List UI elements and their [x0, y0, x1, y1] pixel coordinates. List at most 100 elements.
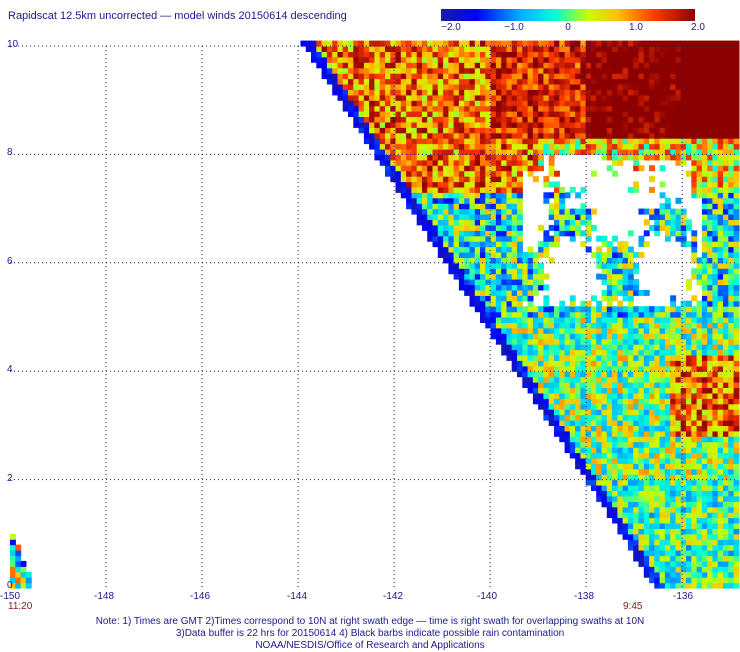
wind-difference-cell [543, 382, 550, 388]
wind-difference-cell [543, 62, 550, 69]
wind-difference-cell [469, 241, 476, 248]
wind-difference-cell [575, 376, 581, 383]
wind-difference-cell [580, 387, 587, 394]
wind-difference-cell [707, 577, 714, 584]
wind-difference-cell [422, 46, 428, 52]
wind-difference-cell [511, 203, 518, 210]
wind-difference-cell [406, 138, 412, 145]
wind-difference-cell [395, 94, 402, 101]
wind-difference-cell [707, 181, 714, 188]
wind-difference-cell [538, 159, 544, 166]
wind-difference-cell [664, 479, 671, 486]
wind-difference-cell [612, 105, 618, 112]
wind-difference-cell [601, 268, 608, 275]
wind-difference-cell [627, 257, 634, 264]
wind-difference-cell [554, 100, 560, 107]
wind-difference-cell [580, 105, 587, 112]
wind-difference-cell [379, 89, 386, 96]
wind-difference-cell [569, 425, 576, 432]
wind-difference-cell [511, 159, 518, 166]
wind-difference-cell [406, 40, 412, 47]
wind-difference-cell [733, 289, 740, 296]
wind-difference-cell [659, 430, 666, 437]
wind-difference-cell [612, 425, 618, 432]
wind-difference-cell [443, 89, 449, 96]
wind-difference-cell [701, 327, 708, 334]
wind-difference-cell [532, 333, 539, 340]
wind-difference-cell [591, 382, 597, 388]
wind-difference-cell [638, 398, 645, 405]
wind-difference-cell [638, 56, 645, 63]
wind-difference-cell [474, 241, 481, 248]
wind-difference-cell [680, 468, 687, 475]
wind-difference-cell [548, 62, 555, 69]
wind-difference-cell [321, 51, 328, 58]
wind-difference-cell [617, 284, 624, 291]
wind-difference-cell [664, 566, 671, 573]
wind-difference-cell [680, 420, 687, 426]
wind-difference-cell [443, 203, 449, 210]
wind-difference-cell [358, 105, 365, 112]
wind-difference-cell [564, 51, 571, 58]
wind-difference-cell [580, 89, 587, 96]
wind-difference-cell [733, 295, 740, 302]
wind-difference-cell [485, 181, 492, 188]
wind-difference-cell [480, 235, 486, 242]
wind-difference-cell [575, 463, 581, 470]
wind-difference-cell [728, 506, 735, 513]
wind-difference-cell [723, 230, 729, 237]
wind-difference-cell [728, 73, 735, 80]
wind-difference-cell [633, 317, 640, 323]
wind-difference-cell [564, 338, 571, 345]
wind-difference-cell [643, 560, 650, 567]
wind-difference-cell [638, 457, 645, 464]
wind-difference-cell [527, 127, 534, 134]
wind-difference-cell [617, 279, 624, 286]
wind-difference-cell [659, 224, 666, 231]
wind-difference-cell [480, 170, 486, 177]
wind-difference-cell [680, 83, 687, 90]
wind-difference-cell [696, 539, 703, 546]
wind-difference-cell [664, 322, 671, 329]
wind-difference-cell [495, 94, 502, 101]
wind-difference-cell [432, 165, 439, 172]
wind-difference-cell [701, 83, 708, 90]
wind-difference-cell [659, 376, 666, 383]
wind-difference-cell [495, 333, 502, 340]
wind-difference-cell [517, 354, 523, 361]
wind-difference-cell [659, 100, 666, 107]
wind-difference-cell [601, 67, 608, 74]
wind-difference-cell [728, 371, 735, 378]
wind-difference-cell [443, 94, 449, 101]
wind-difference-cell [511, 192, 518, 199]
wind-difference-cell [564, 138, 571, 145]
wind-difference-cell [559, 40, 566, 47]
wind-difference-cell [606, 273, 613, 280]
wind-difference-cell [379, 105, 386, 112]
wind-difference-cell [606, 51, 613, 58]
wind-difference-cell [691, 154, 698, 161]
wind-difference-cell [348, 78, 354, 85]
wind-difference-cell [406, 186, 412, 193]
wind-difference-cell [543, 376, 550, 383]
wind-difference-cell [448, 100, 455, 107]
wind-difference-cell [627, 392, 634, 399]
wind-difference-cell [363, 111, 370, 117]
wind-difference-cell [369, 127, 375, 134]
wind-difference-cell [627, 501, 634, 508]
wind-difference-cell [643, 517, 650, 524]
wind-difference-cell [733, 208, 740, 215]
wind-difference-cell [612, 365, 618, 372]
wind-difference-cell [406, 73, 412, 80]
wind-difference-cell [485, 176, 492, 183]
wind-difference-cell [627, 387, 634, 394]
wind-difference-cell [717, 295, 724, 302]
wind-difference-cell [575, 403, 581, 410]
wind-difference-cell [649, 56, 655, 63]
wind-difference-cell [469, 165, 476, 172]
wind-difference-cell [580, 203, 587, 210]
wind-difference-cell [443, 73, 449, 80]
wind-difference-cell [311, 56, 317, 63]
wind-difference-cell [712, 322, 719, 329]
wind-difference-cell [606, 474, 613, 481]
